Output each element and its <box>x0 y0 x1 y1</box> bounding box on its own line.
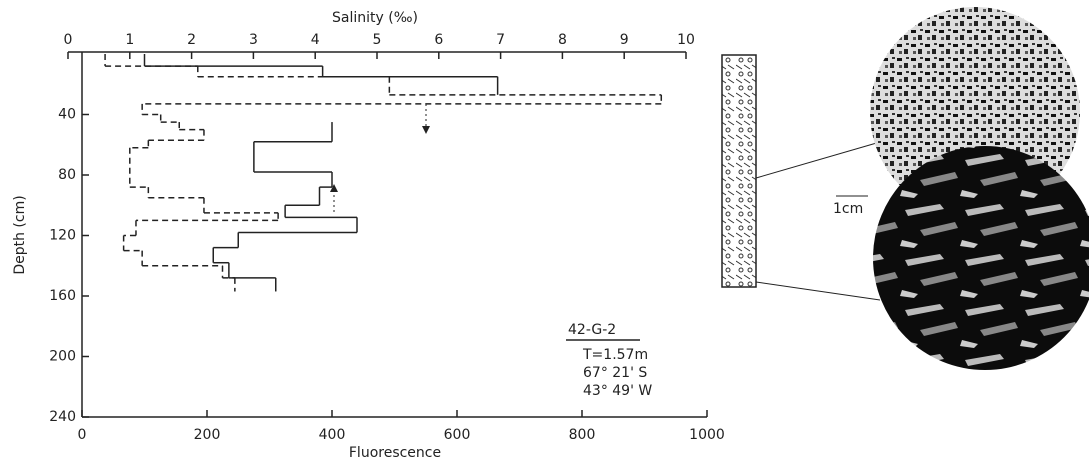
x2-tick-label: 3 <box>249 32 258 48</box>
x2-tick-label: 5 <box>373 32 382 48</box>
station-line: 67° 21' S <box>583 365 647 381</box>
y-tick-label: 120 <box>49 228 76 244</box>
station-line: 43° 49' W <box>583 383 652 399</box>
station-name: 42-G-2 <box>568 322 616 338</box>
x-tick-label: 400 <box>319 427 346 443</box>
y-tick-label: 240 <box>49 409 76 425</box>
x2-tick-label: 6 <box>434 32 443 48</box>
x2-tick-label: 7 <box>496 32 505 48</box>
scale-bar-label: 1cm <box>833 201 863 217</box>
station-line: T=1.57m <box>582 347 648 363</box>
x2-tick-label: 10 <box>677 32 695 48</box>
x2-tick-label: 0 <box>64 32 73 48</box>
leader-line <box>755 141 881 179</box>
x2-tick-label: 8 <box>558 32 567 48</box>
y-tick-label: 200 <box>49 349 76 365</box>
arrowhead <box>422 126 430 134</box>
x-tick-label: 200 <box>194 427 221 443</box>
y-tick-label: 160 <box>49 288 76 304</box>
micrograph <box>873 146 1089 370</box>
x2-tick-label: 1 <box>125 32 134 48</box>
x-axis-label: Fluorescence <box>349 445 441 461</box>
y-axis-label: Depth (cm) <box>12 195 28 274</box>
leader-line <box>755 281 881 301</box>
y-tick-label: 80 <box>58 167 76 183</box>
x-tick-label: 1000 <box>689 427 725 443</box>
x-tick-label: 600 <box>444 427 471 443</box>
x2-tick-label: 9 <box>620 32 629 48</box>
x2-tick-label: 4 <box>311 32 320 48</box>
x2-tick-label: 2 <box>187 32 196 48</box>
arrowhead <box>330 184 338 192</box>
x-tick-label: 0 <box>78 427 87 443</box>
y-tick-label: 40 <box>58 107 76 123</box>
x2-axis-label: Salinity (‰) <box>332 10 418 26</box>
core-column <box>721 54 757 288</box>
x-tick-label: 800 <box>569 427 596 443</box>
arrows <box>333 104 427 213</box>
